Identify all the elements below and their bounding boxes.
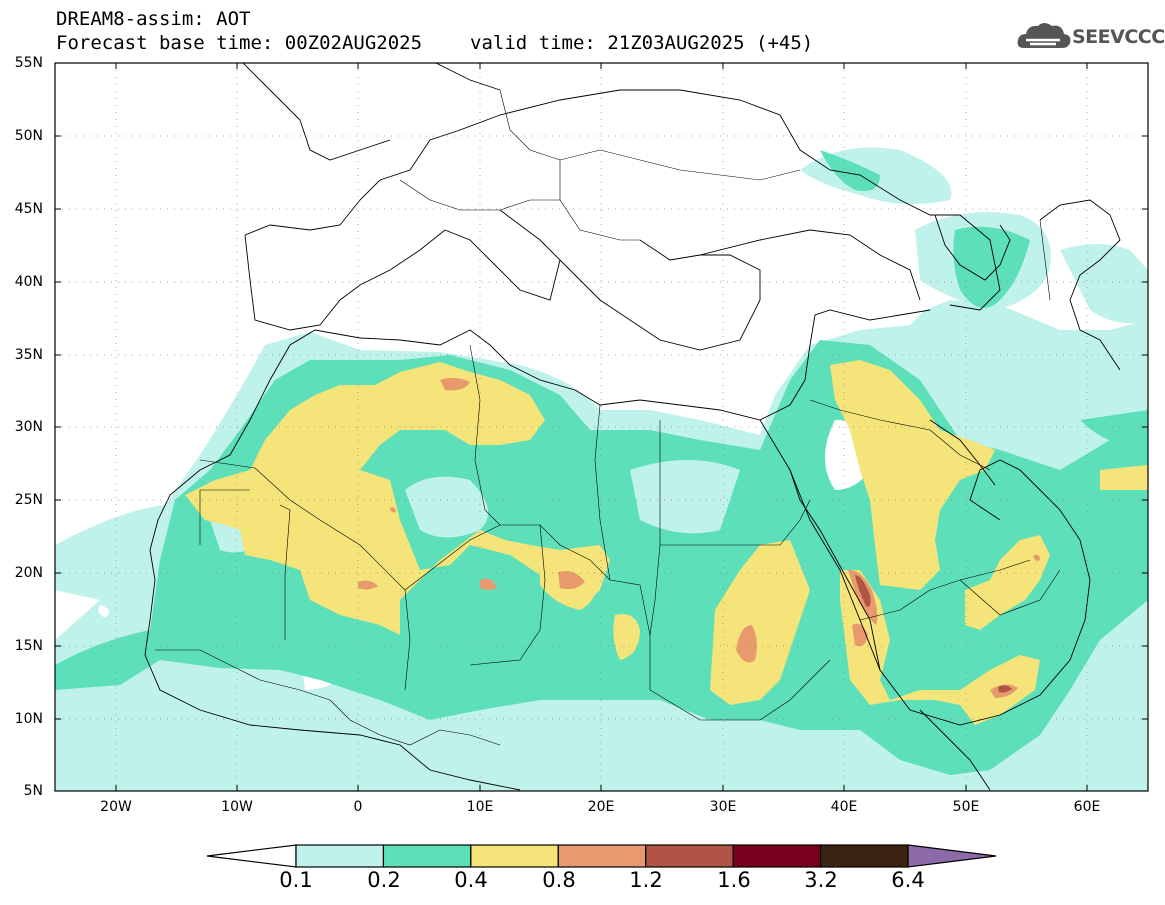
- colorbar-label: 0.4: [454, 868, 488, 892]
- colorbar: [206, 844, 997, 868]
- lat-label: 20N: [14, 565, 43, 581]
- map-subtitle: Forecast base time: 00Z02AUG2025 valid ti…: [56, 33, 813, 53]
- colorbar-box: [382, 844, 472, 868]
- coastlines: [144, 63, 1121, 791]
- colorbar-box: [732, 844, 822, 868]
- lon-label: 20E: [587, 799, 615, 815]
- lat-label: 35N: [14, 347, 43, 363]
- lat-label: 55N: [14, 55, 43, 71]
- colorbar-box: [470, 844, 559, 868]
- colorbar-lower-arrow: [206, 844, 297, 868]
- colorbar-label: 1.6: [717, 868, 751, 892]
- colorbar-label: 1.2: [629, 868, 663, 892]
- colorbar-upper-arrow: [907, 844, 997, 868]
- colorbar-label: 3.2: [804, 868, 838, 892]
- map-title: DREAM8-assim: AOT: [56, 8, 251, 30]
- cloud-logo-icon: [1017, 23, 1071, 48]
- lon-label: 60E: [1073, 799, 1101, 815]
- colorbar-label: 0.8: [542, 868, 576, 892]
- aot-band-1.2: [855, 575, 1012, 693]
- lon-label: 30E: [709, 799, 737, 815]
- lon-label: 10W: [221, 799, 253, 815]
- lon-label: 40E: [830, 799, 858, 815]
- lat-label: 50N: [14, 128, 43, 144]
- lat-label: 30N: [14, 419, 43, 435]
- lon-label: 10E: [466, 799, 494, 815]
- aot-field: [55, 147, 1148, 791]
- gridlines: [55, 63, 1148, 791]
- lon-label: 0: [353, 799, 363, 815]
- seevccc-logo: SEEVCCC: [1016, 20, 1165, 60]
- lat-label: 25N: [14, 492, 43, 508]
- lon-label: 20W: [100, 799, 132, 815]
- colorbar-label: 6.4: [891, 868, 925, 892]
- base-time: Forecast base time: 00Z02AUG2025: [56, 32, 423, 54]
- lat-label: 15N: [14, 638, 43, 654]
- valid-time: valid time: 21Z03AUG2025 (+45): [470, 32, 814, 54]
- colorbar-box: [557, 844, 647, 868]
- logo-text: SEEVCCC: [1072, 26, 1165, 48]
- lat-label: 5N: [23, 783, 43, 799]
- colorbar-box: [645, 844, 734, 868]
- colorbar-label: 0.2: [367, 868, 401, 892]
- lat-label: 40N: [14, 274, 43, 290]
- colorbar-box: [819, 844, 909, 868]
- lat-label: 45N: [14, 201, 43, 217]
- colorbar-box: [295, 844, 385, 868]
- axis-ticks: [55, 62, 1148, 792]
- lat-label: 10N: [14, 711, 43, 727]
- colorbar-label: 0.1: [279, 868, 313, 892]
- lon-label: 50E: [952, 799, 980, 815]
